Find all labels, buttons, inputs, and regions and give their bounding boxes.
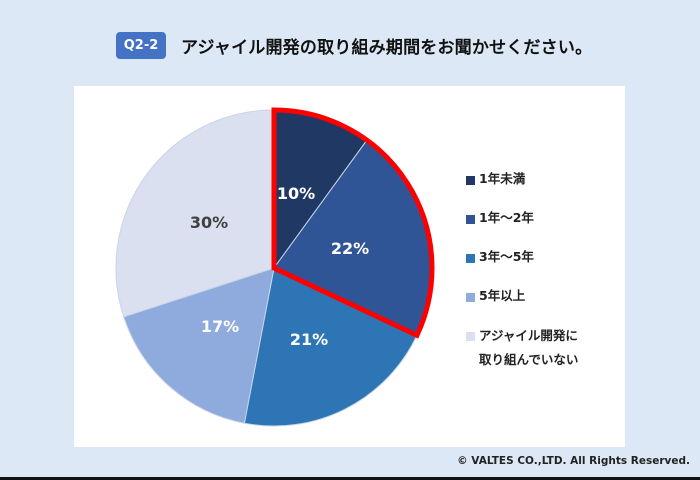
slice-label-3-5yr: 21% [290, 330, 328, 349]
pie-slice [123, 267, 275, 424]
legend-swatch [466, 176, 475, 185]
slice-label-1yr-under: 10% [277, 184, 315, 203]
legend-item-5yr-over: 5年以上 [466, 288, 578, 328]
slice-label-not-adopted: 30% [190, 213, 228, 232]
chart-panel: 10% 22% 21% 17% 30% 1年未満 1年～2年 3年～5年 5年以… [74, 86, 625, 447]
slice-label-1-2yr: 22% [331, 239, 369, 258]
slice-label-5yr-over: 17% [201, 317, 239, 336]
pie-chart: 10% 22% 21% 17% 30% [115, 107, 435, 427]
copyright: © VALTES CO.,LTD. All Rights Reserved. [457, 455, 690, 467]
legend-swatch [466, 332, 475, 341]
legend-item-not-adopted: アジャイル開発に 取り組んでいない [466, 328, 578, 367]
pie-slice [243, 267, 418, 427]
legend-item-1-2yr: 1年～2年 [466, 210, 578, 250]
legend-swatch [466, 293, 475, 302]
legend-item-1yr-under: 1年未満 [466, 171, 578, 211]
legend: 1年未満 1年～2年 3年～5年 5年以上 アジャイル開発に 取り組んでいない [466, 171, 578, 367]
bottom-border [0, 477, 700, 480]
legend-item-3-5yr: 3年～5年 [466, 249, 578, 289]
chart-title: アジャイル開発の取り組み期間をお聞かせください。 [181, 37, 593, 58]
legend-swatch [466, 215, 475, 224]
header: Q2-2 アジャイル開発の取り組み期間をお聞かせください。 [116, 31, 592, 59]
question-badge: Q2-2 [116, 31, 166, 59]
pie-slice [115, 109, 275, 318]
legend-swatch [466, 254, 475, 263]
highlight-outline [271, 107, 435, 339]
